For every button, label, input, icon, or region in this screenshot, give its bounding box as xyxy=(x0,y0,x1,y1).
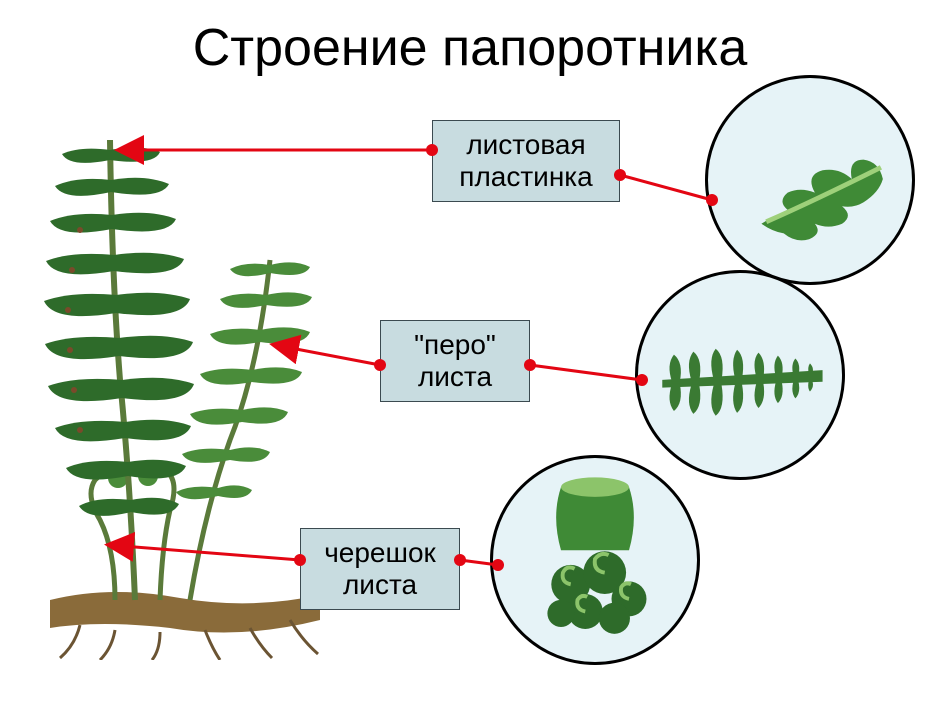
label-leaf-feather: "перо" листа xyxy=(380,320,530,402)
label-leaf-blade: листовая пластинка xyxy=(432,120,620,202)
diagram-title: Строение папоротника xyxy=(0,18,940,78)
leaf-feather-icon xyxy=(638,273,842,477)
fiddlehead-icon xyxy=(493,458,697,662)
rhizome xyxy=(50,592,320,660)
leaf-blade-icon xyxy=(708,78,912,282)
label-petiole: черешок листа xyxy=(300,528,460,610)
frond-large xyxy=(44,140,194,600)
detail-circle-feather xyxy=(635,270,845,480)
frond-small xyxy=(176,260,312,600)
detail-circle-blade xyxy=(705,75,915,285)
diagram-stage: Строение папоротника xyxy=(0,0,940,705)
detail-circle-petiole xyxy=(490,455,700,665)
